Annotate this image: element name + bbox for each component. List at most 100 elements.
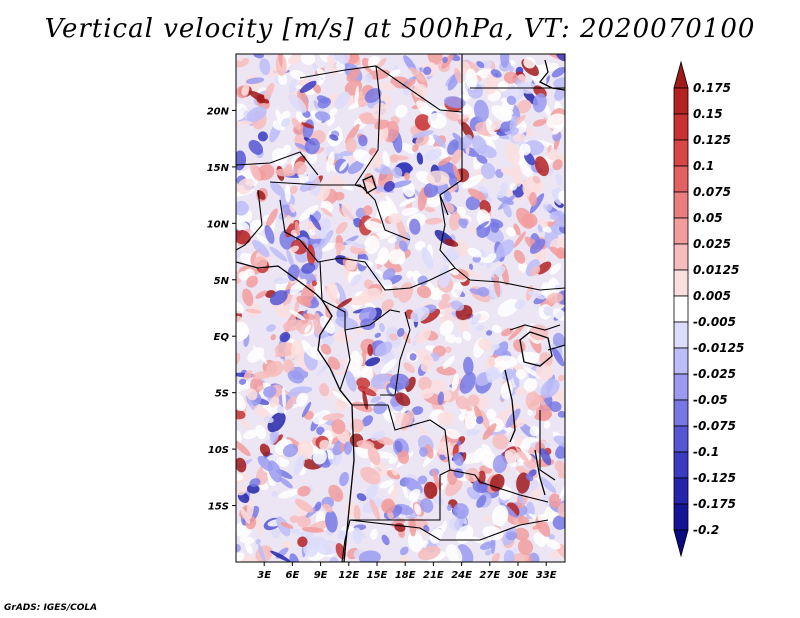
velocity-cell (397, 449, 410, 464)
border-line (539, 410, 556, 481)
velocity-cell (505, 227, 516, 237)
velocity-cell (313, 100, 319, 110)
lat-label: 5N (214, 276, 230, 287)
velocity-cell (441, 54, 454, 69)
velocity-cell (299, 80, 317, 93)
velocity-cell (357, 386, 377, 397)
velocity-cell (279, 332, 291, 343)
velocity-cell (256, 385, 264, 391)
velocity-cell (518, 261, 527, 273)
velocity-cell (297, 485, 311, 497)
velocity-cell (449, 517, 463, 532)
border-line (439, 54, 463, 216)
velocity-cell (279, 458, 290, 467)
velocity-cell (254, 406, 270, 418)
velocity-cell (245, 77, 265, 85)
border-line (341, 469, 451, 562)
velocity-cell (320, 207, 333, 217)
velocity-cell (257, 131, 268, 142)
velocity-cell (515, 270, 523, 275)
velocity-cell (370, 528, 378, 540)
velocity-cell (399, 546, 409, 556)
velocity-cell (420, 388, 434, 399)
velocity-cell (557, 410, 565, 418)
velocity-cell (376, 125, 389, 143)
velocity-cell (248, 139, 264, 155)
velocity-cell (356, 440, 375, 449)
colorbar-box (673, 139, 689, 167)
velocity-cell (352, 527, 363, 545)
velocity-cell (462, 174, 484, 189)
velocity-cell (546, 113, 565, 129)
velocity-cell (532, 93, 547, 113)
velocity-cell (537, 139, 557, 149)
velocity-cell (336, 298, 353, 309)
velocity-cell (353, 504, 361, 522)
velocity-cell (552, 308, 565, 321)
velocity-cell (358, 287, 381, 303)
velocity-cell (490, 120, 502, 131)
velocity-cell (515, 387, 527, 396)
velocity-cell (379, 322, 385, 332)
colorbar-labels: 0.175 0.15 0.125 0.1 0.075 0.05 0.025 0.0125 0.0… (693, 81, 744, 537)
velocity-cell (455, 525, 474, 544)
velocity-cell (374, 341, 393, 357)
velocity-cell (293, 455, 305, 476)
velocity-cell (304, 324, 311, 334)
velocity-cell (548, 533, 555, 540)
velocity-cell (443, 96, 466, 109)
velocity-cell (496, 189, 507, 199)
velocity-cell (451, 281, 463, 298)
velocity-cell (440, 145, 447, 159)
velocity-cell (280, 118, 291, 128)
lon-label: 15E (367, 570, 388, 581)
velocity-cell (297, 536, 308, 548)
velocity-cell (451, 373, 460, 392)
lake-malawi (534, 449, 546, 496)
velocity-cell (249, 163, 262, 181)
velocity-cell (505, 449, 518, 461)
lat-label: 15S (208, 502, 229, 513)
colorbar-label: -0.025 (693, 367, 736, 381)
chart-title: Vertical velocity [m/s] at 500hPa, VT: 2… (44, 14, 756, 44)
velocity-cell (471, 271, 482, 280)
velocity-cell (497, 194, 516, 210)
colorbar-box (673, 399, 689, 427)
velocity-cell (287, 264, 300, 282)
velocity-cell (341, 203, 355, 221)
velocity-cell (475, 415, 484, 425)
velocity-cell (389, 373, 410, 390)
velocity-cell (350, 418, 364, 433)
velocity-cell (354, 85, 359, 107)
lat-label: 20N (207, 106, 230, 117)
colorbar-label: -0.05 (693, 393, 728, 407)
velocity-cell (277, 73, 288, 86)
colorbar-box (673, 347, 689, 375)
velocity-cell (361, 415, 374, 427)
velocity-cell (382, 151, 390, 168)
velocity-cell (551, 67, 565, 78)
velocity-cell (509, 115, 518, 132)
velocity-cell (403, 362, 415, 373)
velocity-cell (509, 183, 518, 191)
velocity-cell (519, 143, 531, 156)
velocity-cell (513, 249, 526, 264)
velocity-cell (464, 405, 473, 412)
lon-label: 18E (395, 570, 416, 581)
velocity-cell (244, 542, 254, 555)
velocity-cell (401, 207, 419, 216)
colorbar-label: 0.075 (693, 185, 731, 199)
velocity-cell (490, 221, 500, 233)
velocity-cell (326, 281, 338, 304)
velocity-cell (552, 515, 565, 530)
velocity-cell (463, 356, 474, 376)
velocity-cell (391, 467, 398, 476)
velocity-cell (420, 359, 433, 373)
velocity-cell (242, 288, 254, 307)
velocity-cell (532, 175, 541, 184)
lake-tanganyika (504, 369, 516, 443)
velocity-cell (427, 112, 447, 129)
colorbar-label: -0.1 (693, 445, 719, 459)
velocity-cell (467, 394, 480, 407)
